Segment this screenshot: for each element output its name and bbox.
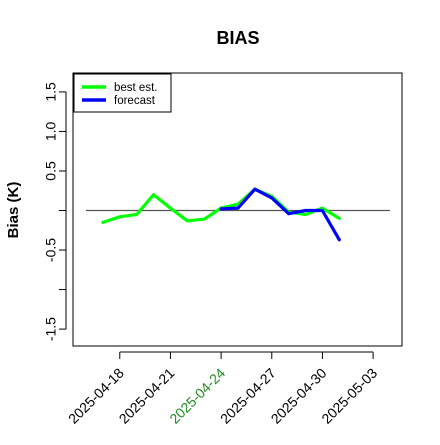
y-tick-label: 0.5 [43, 161, 59, 181]
y-axis-label: Bias (K) [5, 182, 22, 239]
legend: best est.forecast [73, 73, 172, 113]
series-line-best-est [101, 187, 341, 224]
y-tick-label: -0.5 [43, 238, 59, 262]
plot-layer: -1.5-0.50.51.01.52025-04-182025-04-21202… [43, 82, 390, 427]
chart-title: BIAS [216, 28, 259, 48]
series-line-forecast [219, 187, 341, 242]
plot-frame [72, 72, 403, 347]
legend-box [73, 73, 172, 113]
legend-label: best est. [114, 82, 157, 94]
y-tick-label: -1.5 [43, 317, 59, 341]
y-tick-label: 1.5 [43, 82, 59, 102]
y-tick-label: 1.0 [43, 121, 59, 141]
x-tick-label: 2025-05-03 [318, 365, 380, 427]
legend-label: forecast [114, 95, 156, 107]
